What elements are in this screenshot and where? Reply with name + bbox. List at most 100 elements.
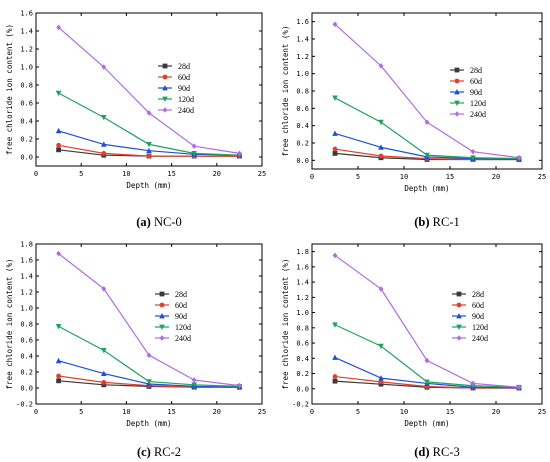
caption-letter: (d) [414, 445, 429, 459]
data-point-28d [332, 151, 338, 156]
y-tick-label: 1.2 [296, 53, 309, 61]
legend-label-60d: 60d [470, 77, 482, 86]
data-point-240d [332, 252, 338, 259]
data-point-120d [101, 115, 107, 121]
legend-marker-90d [456, 313, 462, 319]
x-tick-label: 5 [356, 408, 360, 416]
data-point-90d [332, 354, 338, 360]
y-tick-label: 0.2 [296, 370, 309, 378]
caption-letter: (a) [136, 215, 151, 229]
legend-label-240d: 240d [178, 106, 194, 115]
x-tick-label: 10 [122, 408, 130, 416]
data-point-240d [146, 352, 152, 358]
y-tick-label: 0.8 [296, 324, 309, 332]
data-point-120d [191, 382, 197, 388]
data-point-28d [56, 378, 61, 384]
x-tick-label: 20 [492, 173, 500, 181]
data-point-120d [424, 379, 430, 385]
y-tick-label: 1.4 [20, 273, 33, 281]
data-point-240d [101, 286, 107, 292]
y-axis-label: free chloride ion content (%) [281, 26, 290, 157]
data-point-240d [378, 63, 384, 69]
legend: 28d 60d 90d 120d 240d [155, 290, 191, 343]
y-tick-label: 0.6 [20, 100, 33, 108]
y-tick-label: 1.0 [296, 70, 309, 78]
plot-frame [311, 12, 543, 170]
y-tick-label: 1.2 [20, 289, 33, 297]
legend-marker-240d [454, 111, 460, 117]
legend-label-60d: 60d [175, 301, 187, 310]
legend-marker-120d [454, 100, 460, 106]
legend-label-240d: 240d [175, 334, 191, 343]
legend-marker-60d [162, 74, 168, 80]
panel-caption: (a) NC-0 [136, 215, 181, 229]
data-point-60d [101, 151, 107, 156]
legend-label-28d: 28d [470, 66, 482, 75]
legend-label-120d: 120d [470, 99, 486, 108]
data-point-120d [332, 322, 338, 328]
y-tick-label: 1.6 [296, 263, 309, 271]
legend-label-60d: 60d [472, 301, 484, 310]
y-tick-label: 0.6 [20, 337, 33, 345]
data-point-60d [56, 142, 61, 148]
data-point-90d [101, 141, 107, 147]
legend-marker-60d [159, 302, 165, 308]
y-tick-label: 0.2 [20, 136, 33, 144]
y-tick-label: 1.2 [296, 294, 309, 302]
y-tick-label: 0.4 [296, 355, 309, 363]
data-point-120d [146, 142, 152, 148]
y-axis-label: free chloride ion content (%) [5, 24, 14, 155]
data-point-90d [146, 147, 152, 154]
y-tick-label: 0.8 [20, 321, 33, 329]
data-point-60d [378, 153, 384, 159]
x-axis-label: Depth (mm) [404, 419, 449, 428]
legend-marker-90d [159, 313, 165, 319]
data-point-120d [101, 348, 107, 354]
x-tick-label: 20 [213, 408, 221, 416]
caption-name: RC-1 [430, 215, 460, 229]
y-tick-label: 0.0 [20, 385, 33, 393]
y-tick-label: -0.2 [292, 401, 309, 409]
data-point-60d [56, 373, 61, 379]
y-tick-label: 0.0 [296, 385, 309, 393]
legend-label-28d: 28d [178, 62, 190, 71]
legend-marker-60d [456, 302, 462, 308]
y-tick-label: 1.8 [20, 241, 33, 249]
legend: 28d 60d 90d 120d 240d [450, 66, 486, 119]
data-point-90d [101, 370, 107, 376]
data-point-120d [191, 151, 197, 157]
legend-label-120d: 120d [175, 323, 191, 332]
data-point-28d [56, 147, 61, 153]
x-axis-label: Depth (mm) [126, 181, 171, 190]
data-point-120d [378, 343, 384, 350]
x-tick-label: 0 [34, 170, 38, 178]
caption-letter: (c) [137, 445, 151, 459]
legend: 28d 60d 90d 120d 240d [158, 62, 194, 115]
caption-name: NC-0 [151, 215, 182, 229]
y-tick-label: 0.0 [296, 157, 309, 165]
x-tick-label: 15 [167, 408, 175, 416]
legend-label-28d: 28d [175, 290, 187, 299]
x-tick-label: 0 [34, 408, 38, 416]
x-tick-label: 20 [213, 170, 221, 178]
legend-label-120d: 120d [178, 95, 194, 104]
legend-label-120d: 120d [472, 323, 488, 332]
data-point-90d [378, 144, 384, 150]
x-tick-label: 25 [258, 408, 266, 416]
x-tick-label: 0 [310, 173, 314, 181]
legend-marker-120d [159, 324, 165, 330]
legend-label-240d: 240d [470, 110, 486, 119]
data-point-240d [516, 384, 522, 391]
y-tick-label: 1.6 [296, 18, 309, 26]
y-tick-label: 1.4 [20, 28, 33, 36]
legend-marker-28d [456, 291, 462, 297]
y-tick-label: 1.0 [296, 309, 309, 317]
y-tick-label: 0.6 [296, 105, 309, 113]
data-point-60d [332, 146, 338, 152]
y-tick-label: 1.8 [296, 248, 309, 256]
series-line-240d [58, 26, 240, 154]
y-tick-label: 0.6 [296, 340, 309, 348]
x-tick-label: 5 [79, 408, 83, 416]
data-point-60d [332, 374, 338, 379]
